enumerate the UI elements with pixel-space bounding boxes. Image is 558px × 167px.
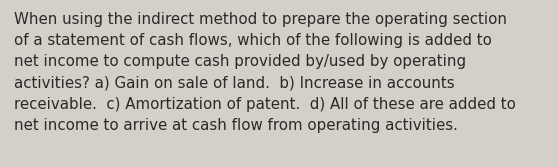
Text: When using the indirect method to prepare the operating section
of a statement o: When using the indirect method to prepar…	[14, 12, 516, 133]
